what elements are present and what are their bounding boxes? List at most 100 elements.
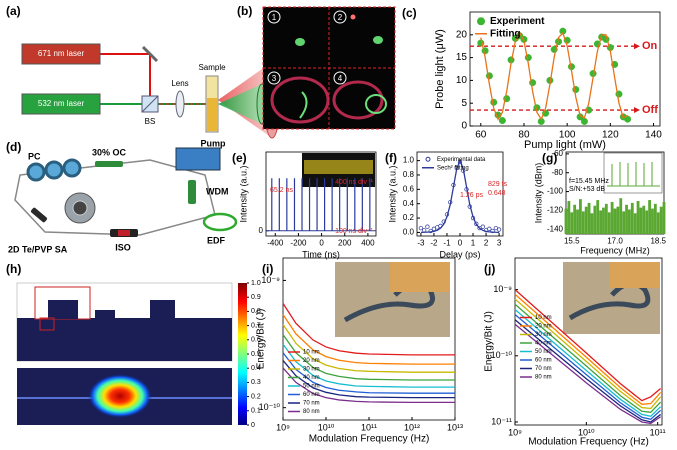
colorbar-tick-label: 0.7: [251, 322, 261, 329]
x-tick-label: 10¹⁰: [318, 422, 335, 432]
spectrum-column: [570, 212, 574, 234]
spectrum-column: [596, 200, 600, 234]
data-line: [514, 309, 662, 417]
legend-label: 30 nm: [303, 367, 320, 373]
pc-paddle: [62, 158, 82, 178]
data-point: [418, 225, 424, 231]
legend-label: 50 nm: [535, 349, 552, 355]
panel-label: (d): [6, 140, 21, 154]
spectrum-column: [659, 206, 663, 234]
saturable-absorber: [30, 207, 48, 223]
data-point: [480, 224, 485, 229]
data-line: [282, 352, 455, 394]
legend-marker: [425, 156, 431, 162]
colorbar-tick-label: 0.2: [251, 393, 261, 400]
label: 671 nm laser: [38, 49, 85, 58]
legend-label: 60 nm: [303, 392, 320, 398]
x-tick-label: 2: [484, 238, 489, 247]
x-axis-title: Frequency (MHz): [580, 245, 650, 255]
data-point: [422, 228, 427, 233]
label: 532 nm laser: [38, 99, 85, 108]
x-tick-label: 400: [361, 238, 375, 247]
x-tick-label: 10¹³: [447, 422, 463, 432]
y-axis-title: Intensity (a.u.): [387, 165, 397, 222]
y-tick-label: 5: [461, 98, 467, 109]
x-tick-label: 0: [319, 238, 324, 247]
data-point: [425, 224, 430, 229]
y-tick-label: 0.0: [403, 228, 415, 237]
data-line: [514, 323, 661, 425]
panel-label: (b): [237, 4, 252, 18]
y-tick-label: -80: [551, 168, 563, 177]
legend-label: 80 nm: [303, 409, 320, 415]
spectrum-column: [564, 208, 568, 234]
spectrum-column: [602, 207, 605, 234]
beam-splitter-face: [141, 95, 159, 113]
spectrum-column: [584, 206, 588, 234]
spectrum-column: [645, 210, 649, 234]
green-arc: [299, 91, 308, 119]
device-electrode: [610, 262, 660, 288]
colorbar-tick-label: 1.0: [251, 280, 261, 287]
spectrum-column: [653, 203, 657, 234]
device-electrode: [390, 262, 450, 292]
plot-frame: [265, 151, 377, 237]
annotation: 1.26 ps: [460, 192, 483, 199]
pc-paddle: [44, 160, 64, 180]
label: Pump: [200, 138, 226, 148]
lens: [175, 90, 185, 118]
data-point: [496, 227, 502, 232]
data-line: [282, 303, 455, 356]
number-circle: [267, 10, 281, 24]
colorbar-tick-label: 0.3: [251, 379, 261, 386]
zoom-ridge: [48, 300, 78, 319]
x-axis-title: Delay (ps): [439, 249, 480, 259]
y-axis-title: Intensity (dBm): [533, 163, 543, 224]
panel-label: (c): [402, 6, 417, 20]
y-tick-label: 0.4: [403, 199, 415, 208]
spectrum-column: [590, 213, 594, 234]
legend-label: 80 nm: [535, 375, 552, 381]
data-line: [480, 31, 628, 121]
legend-label: 10 nm: [535, 315, 552, 321]
x-tick-label: 10¹²: [404, 422, 420, 432]
mode-profile: [88, 374, 152, 418]
sa-photo-core: [72, 200, 88, 216]
x-tick-label: 100: [559, 130, 576, 141]
data-line: [514, 303, 662, 413]
colorbar-tick-label: 0.6: [251, 337, 261, 344]
y-tick-label: 10⁻⁹: [493, 284, 512, 294]
number-circle: [333, 10, 347, 24]
y-tick-label: -60: [551, 149, 563, 158]
y-tick-label: 10⁻¹¹: [491, 416, 512, 426]
x-axis-title: Pump light (mW): [524, 139, 606, 151]
y-axis-title: Probe light (μW): [434, 29, 446, 109]
data-point: [498, 117, 506, 125]
y-tick-label: 0: [259, 226, 264, 235]
spectrum-column: [587, 202, 591, 234]
spectrum-column: [567, 201, 571, 234]
panel-label: (i): [262, 262, 273, 276]
fiber-ring: [14, 159, 216, 236]
annotation: 829 fs: [488, 181, 508, 188]
spectrum-column: [648, 200, 651, 234]
x-tick-label: 17.0: [607, 236, 623, 245]
reference-label: On: [642, 40, 658, 52]
legend-label: 40 nm: [535, 341, 552, 347]
isolator-band: [118, 230, 130, 236]
legend-label: Sech² fitting: [437, 165, 469, 171]
data-point: [572, 86, 580, 94]
panel-label: (a): [6, 4, 21, 18]
x-tick-label: 0: [458, 238, 463, 247]
spectrum-column: [639, 207, 643, 234]
y-tick-label: -120: [547, 206, 564, 215]
inset-spectrum: [603, 152, 663, 194]
annotation: 65.2 ns: [270, 187, 293, 194]
y-tick-label: 0.8: [403, 170, 415, 179]
y-tick-label: 10: [456, 75, 468, 86]
image-number: 2: [338, 13, 343, 22]
pc-paddle: [26, 162, 46, 182]
coupler: [95, 161, 123, 167]
panel-label: (g): [542, 151, 557, 165]
